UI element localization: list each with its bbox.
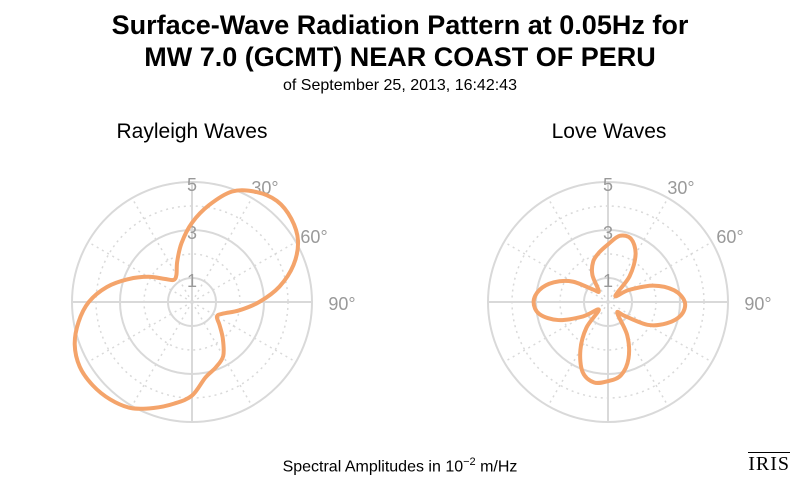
love-minor-ring-4 [511, 205, 705, 399]
rayleigh-spoke-60 [191, 241, 297, 303]
units-base: 10 [445, 458, 464, 476]
amplitude-units-label: Spectral Amplitudes in 10−2 m/Hz [0, 456, 800, 476]
units-prefix: Spectral Amplitudes in [282, 458, 446, 476]
chart-title-line-2: MW 7.0 (GCMT) NEAR COAST OF PERU [144, 42, 656, 72]
love-angle-label-30: 30° [667, 178, 694, 198]
chart-subtitle: of September 25, 2013, 16:42:43 [283, 77, 517, 94]
rayleigh-spoke-330 [131, 197, 193, 303]
rayleigh-panel-title: Rayleigh Waves [116, 120, 268, 143]
love-radius-label-5: 5 [603, 175, 613, 195]
rayleigh-ring-1 [167, 277, 217, 327]
units-suffix: m/Hz [475, 458, 518, 476]
love-radius-label-1: 1 [603, 271, 613, 291]
chart-title-line-1: Surface-Wave Radiation Pattern at 0.05Hz… [111, 10, 689, 40]
love-spoke-30 [607, 197, 669, 303]
rayleigh-minor-ring-2 [143, 253, 241, 351]
love-pattern-curve-0 [531, 233, 688, 385]
love-panel-title: Love Waves [551, 120, 667, 143]
rayleigh-radius-label-1: 1 [187, 271, 197, 291]
rayleigh-radius-label-3: 3 [187, 223, 197, 243]
love-radius-label-3: 3 [603, 223, 613, 243]
rayleigh-ring-5 [71, 181, 313, 423]
rayleigh-angle-label-90: 90° [328, 294, 355, 314]
love-angle-label-60: 60° [716, 227, 743, 247]
love-spoke-210 [547, 301, 609, 407]
rayleigh-pattern-curve-0 [72, 188, 301, 411]
iris-logo: IRIS [748, 452, 790, 475]
rayleigh-spoke-210 [131, 301, 193, 407]
rayleigh-spoke-30 [191, 197, 253, 303]
units-exponent: −2 [463, 456, 476, 468]
love-ring-3 [535, 229, 681, 375]
love-spoke-120 [607, 301, 713, 363]
rayleigh-radius-label-5: 5 [187, 175, 197, 195]
love-spoke-300 [503, 241, 609, 303]
love-ring-5 [487, 181, 729, 423]
love-ring-1 [583, 277, 633, 327]
rayleigh-angle-label-60: 60° [300, 227, 327, 247]
love-minor-ring-2 [559, 253, 657, 351]
rayleigh-spoke-300 [87, 241, 193, 303]
love-angle-label-90: 90° [744, 294, 771, 314]
rayleigh-ring-3 [119, 229, 265, 375]
rayleigh-spoke-120 [191, 301, 297, 363]
rayleigh-spoke-240 [87, 301, 193, 363]
